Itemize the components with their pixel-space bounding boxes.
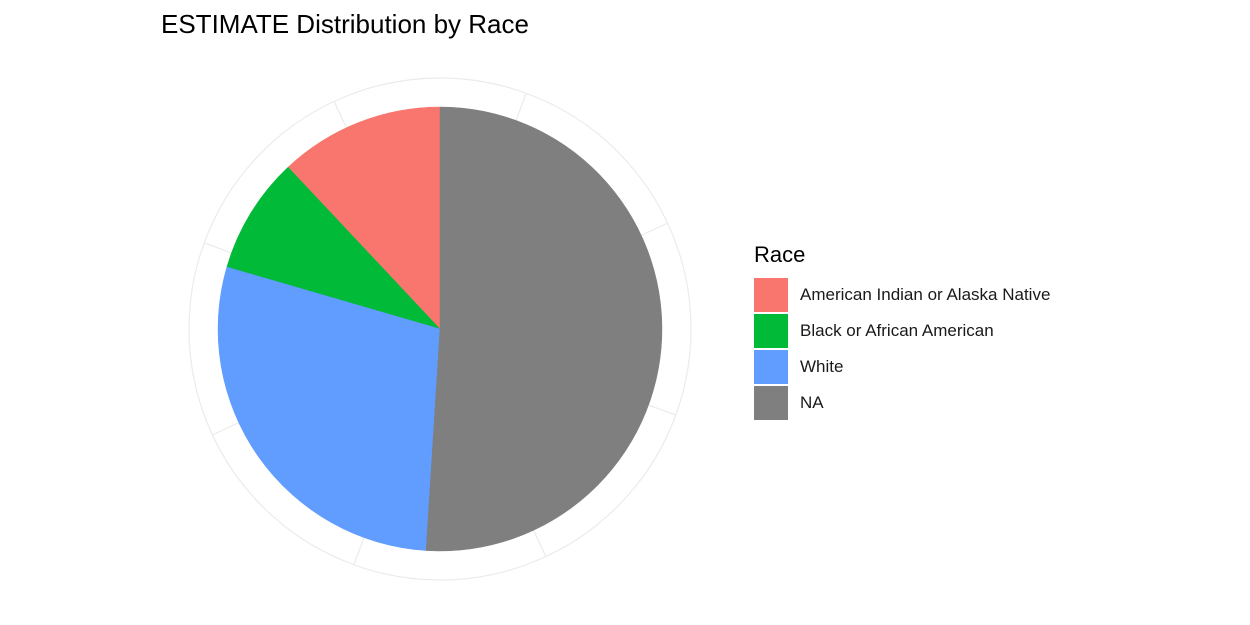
pie-slices (218, 107, 662, 551)
legend-items: American Indian or Alaska Native Black or… (754, 277, 1050, 421)
pie-slice-na (426, 107, 662, 551)
legend-swatch (754, 278, 788, 312)
grid-spoke (534, 530, 546, 556)
legend-label: NA (800, 393, 824, 413)
legend-title: Race (754, 242, 1050, 268)
legend-item: White (754, 349, 1050, 385)
legend-item: American Indian or Alaska Native (754, 277, 1050, 313)
legend-swatch (754, 386, 788, 420)
legend-label: Black or African American (800, 321, 994, 341)
grid-spoke (204, 243, 231, 253)
grid-spoke (649, 405, 676, 415)
legend-swatch (754, 314, 788, 348)
legend-swatch (754, 350, 788, 384)
legend-label: White (800, 357, 843, 377)
grid-spoke (334, 101, 346, 127)
legend-item: NA (754, 385, 1050, 421)
grid-spoke (516, 93, 526, 120)
legend-item: Black or African American (754, 313, 1050, 349)
grid-spoke (354, 538, 364, 565)
grid-spoke (641, 223, 667, 235)
legend: Race American Indian or Alaska Native Bla… (754, 242, 1050, 421)
grid-spoke (212, 423, 238, 435)
legend-label: American Indian or Alaska Native (800, 285, 1050, 305)
